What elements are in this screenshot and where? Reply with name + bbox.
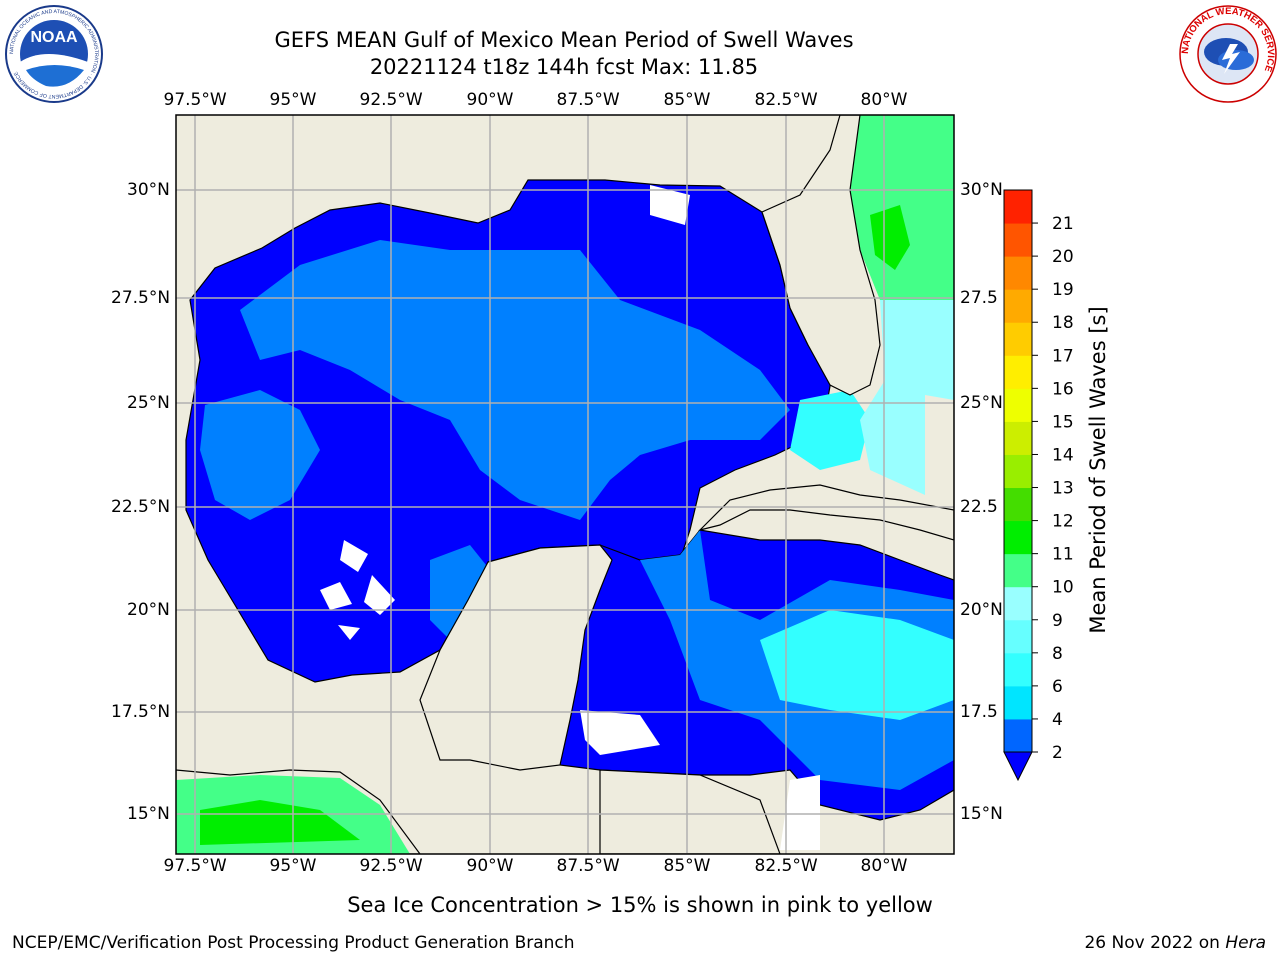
lat-label-right: 22.5 xyxy=(960,497,998,517)
lat-label-right: 25°N xyxy=(960,393,1003,413)
florida-peninsula xyxy=(761,115,881,396)
map-title: GEFS MEAN Gulf of Mexico Mean Period of … xyxy=(274,28,854,52)
colorbar-segment xyxy=(1004,355,1032,389)
colorbar-tick-label: 15 xyxy=(1052,412,1074,432)
colorbar: 2 4 6 8 9 10 11 12 13 14 15 16 17 18 19 20 21 xyxy=(1003,189,1074,782)
lon-label-bottom: 85°W xyxy=(663,856,711,876)
colorbar-segment xyxy=(1004,520,1032,555)
lat-label-left: 15°N xyxy=(127,804,170,824)
lat-label-left: 25°N xyxy=(127,393,170,413)
noaa-logo: NOAA NATIONAL OCEANIC AND ATMOSPHERIC AD… xyxy=(5,5,103,103)
lat-label-right: 20°N xyxy=(960,600,1003,620)
footer-date: 26 Nov 2022 on Hera xyxy=(1084,933,1266,953)
colorbar-tick-label: 18 xyxy=(1052,313,1074,333)
colorbar-tick-label: 13 xyxy=(1052,479,1074,499)
map-subtitle: 20221124 t18z 144h fcst Max: 11.85 xyxy=(369,55,759,79)
colorbar-segment xyxy=(1004,619,1032,654)
lon-label-top: 82.5°W xyxy=(754,90,818,110)
lon-label-bottom: 97.5°W xyxy=(163,856,227,876)
lat-label-right: 27.5 xyxy=(960,288,998,308)
colorbar-segment xyxy=(1004,421,1032,455)
lon-label-top: 95°W xyxy=(269,90,317,110)
lon-label-bottom: 80°W xyxy=(860,856,908,876)
lat-label-left: 30°N xyxy=(127,180,170,200)
florida-coast-swell-field xyxy=(790,390,870,470)
lon-label-top: 80°W xyxy=(860,90,908,110)
caribbean-swell-light xyxy=(760,610,954,720)
colorbar-segment xyxy=(1004,322,1032,356)
colorbar-segment xyxy=(1004,487,1032,522)
colorbar-tick-label: 4 xyxy=(1052,710,1063,730)
lat-label-right: 15°N xyxy=(960,804,1003,824)
lon-label-bottom: 82.5°W xyxy=(754,856,818,876)
colorbar-segment xyxy=(1004,388,1032,422)
lon-label-bottom: 92.5°W xyxy=(359,856,423,876)
colorbar-tick-label: 14 xyxy=(1052,445,1074,465)
lon-label-top: 90°W xyxy=(466,90,514,110)
lat-label-left: 22.5°N xyxy=(111,497,171,517)
colorbar-segment xyxy=(1004,256,1032,290)
colorbar-tick-label: 16 xyxy=(1052,379,1074,399)
honduras-coast xyxy=(599,769,781,854)
noaa-logo-text: NOAA xyxy=(30,29,78,46)
colorbar-segment xyxy=(1004,553,1032,588)
map-plot-area xyxy=(176,115,954,854)
colorbar-tick-label: 2 xyxy=(1052,743,1063,763)
lon-label-bottom: 90°W xyxy=(466,856,514,876)
footer-branch: NCEP/EMC/Verification Post Processing Pr… xyxy=(12,933,575,953)
footer-date-text: 26 Nov 2022 on xyxy=(1084,933,1226,953)
colorbar-tick-label: 6 xyxy=(1052,677,1063,697)
yucatan-peninsula xyxy=(419,544,613,771)
lon-label-top: 85°W xyxy=(663,90,711,110)
map-frame xyxy=(175,114,955,855)
colorbar-segment xyxy=(1004,586,1032,621)
pacific-swell-core xyxy=(200,800,360,845)
footer-host: Hera xyxy=(1225,933,1266,953)
colorbar-tick-label: 21 xyxy=(1052,214,1074,234)
lon-label-top: 97.5°W xyxy=(163,90,227,110)
colorbar-segment xyxy=(1004,685,1032,720)
lat-label-left: 20°N xyxy=(127,600,170,620)
lon-label-top: 92.5°W xyxy=(359,90,423,110)
colorbar-tick-label: 8 xyxy=(1052,644,1063,664)
colorbar-segment xyxy=(1004,652,1032,687)
lat-label-right: 17.5 xyxy=(960,702,998,722)
colorbar-tick-label: 19 xyxy=(1052,280,1074,300)
lat-label-left: 27.5°N xyxy=(111,288,171,308)
lat-label-right: 30°N xyxy=(960,180,1003,200)
colorbar-tick-label: 9 xyxy=(1052,611,1063,631)
colorbar-frame xyxy=(1003,189,1033,753)
colorbar-tick-label: 12 xyxy=(1052,512,1074,532)
colorbar-segment xyxy=(1004,223,1032,257)
western-gulf-swell-field xyxy=(200,390,320,520)
bay-of-campeche-swell-field xyxy=(430,545,490,640)
map-grid xyxy=(176,115,954,854)
colorbar-segment xyxy=(1004,190,1032,224)
colorbar-segment xyxy=(1004,718,1032,753)
colorbar-tick-label: 20 xyxy=(1052,247,1074,267)
colorbar-tick-label: 17 xyxy=(1052,346,1074,366)
colorbar-segment xyxy=(1004,289,1032,323)
sea-ice-note: Sea Ice Concentration > 15% is shown in … xyxy=(347,893,933,917)
colorbar-extend-arrow xyxy=(1003,751,1033,782)
colorbar-segment xyxy=(1004,454,1032,489)
lat-label-left: 17.5°N xyxy=(111,702,171,722)
colorbar-tick-label: 11 xyxy=(1052,545,1074,565)
nws-logo: NATIONAL WEATHER SERVICE xyxy=(1179,5,1277,103)
atlantic-swell-core xyxy=(870,205,910,270)
lon-label-bottom: 87.5°W xyxy=(556,856,620,876)
central-gulf-swell-field xyxy=(240,240,790,520)
lon-label-top: 87.5°W xyxy=(556,90,620,110)
colorbar-title: Mean Period of Swell Waves [s] xyxy=(1086,306,1110,634)
lon-label-bottom: 95°W xyxy=(269,856,317,876)
colorbar-tick-label: 10 xyxy=(1052,578,1074,598)
missing-data-patches xyxy=(320,185,820,850)
